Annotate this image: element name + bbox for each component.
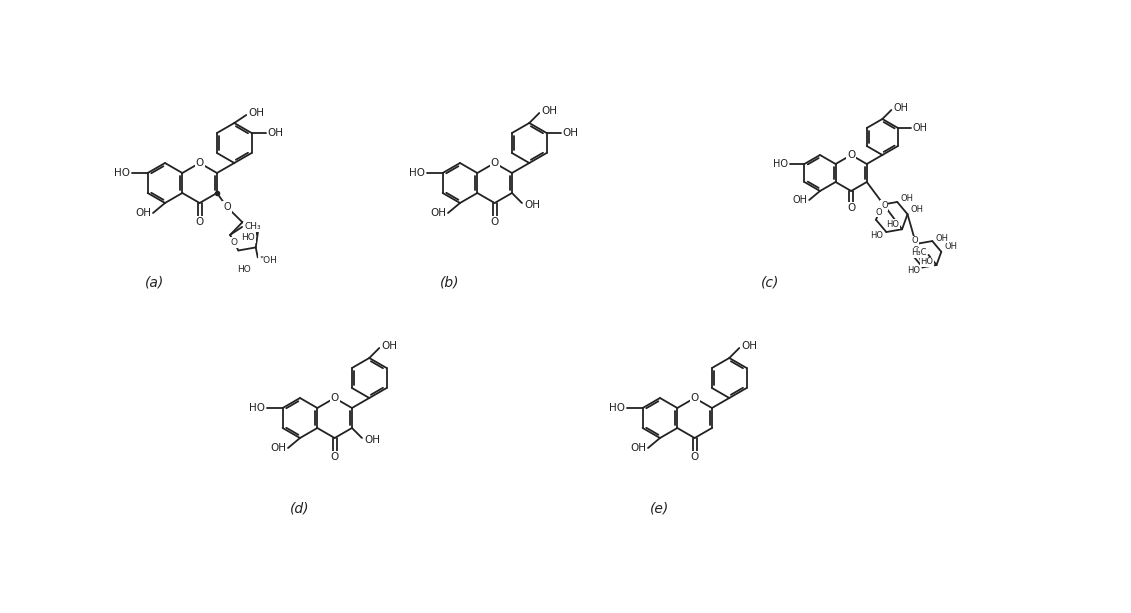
Text: OH: OH xyxy=(270,443,286,453)
Text: O: O xyxy=(875,208,882,217)
Text: HO: HO xyxy=(772,159,788,169)
Text: HO: HO xyxy=(408,168,424,178)
Text: OH: OH xyxy=(913,123,927,133)
Text: O: O xyxy=(196,158,204,168)
Text: OH: OH xyxy=(364,435,380,445)
Text: (e): (e) xyxy=(650,501,670,515)
Text: O: O xyxy=(847,150,855,160)
Text: OH: OH xyxy=(249,108,265,118)
Text: O: O xyxy=(847,204,855,213)
Text: O: O xyxy=(491,158,499,168)
Text: HO: HO xyxy=(886,219,899,229)
Text: (c): (c) xyxy=(761,276,779,290)
Text: HO: HO xyxy=(907,266,920,275)
Text: HO: HO xyxy=(921,257,933,267)
Text: OH: OH xyxy=(900,194,913,204)
Text: OH: OH xyxy=(910,205,924,214)
Text: OH: OH xyxy=(562,128,579,138)
Text: OH: OH xyxy=(381,341,397,351)
Text: HO: HO xyxy=(608,403,624,413)
Text: H₃C: H₃C xyxy=(912,248,926,257)
Text: O: O xyxy=(330,393,339,403)
Text: HO: HO xyxy=(870,230,883,240)
Text: OH: OH xyxy=(741,341,758,351)
Text: (d): (d) xyxy=(291,501,310,515)
Text: O: O xyxy=(691,393,699,403)
Text: CH₃: CH₃ xyxy=(244,223,261,232)
Text: OH: OH xyxy=(935,234,948,243)
Text: OH: OH xyxy=(944,242,957,251)
Text: OH: OH xyxy=(135,208,152,218)
Text: O: O xyxy=(913,246,920,254)
Text: OH: OH xyxy=(542,106,558,116)
Text: "OH: "OH xyxy=(259,256,277,265)
Text: (b): (b) xyxy=(440,276,459,290)
Text: O: O xyxy=(491,217,499,227)
Text: O: O xyxy=(330,452,339,462)
Text: HO: HO xyxy=(238,265,251,274)
Text: OH: OH xyxy=(524,200,539,210)
Text: HO: HO xyxy=(241,234,256,243)
Text: OH: OH xyxy=(430,208,446,218)
Text: O: O xyxy=(912,236,918,245)
Text: O: O xyxy=(223,202,231,212)
Text: OH: OH xyxy=(630,443,646,453)
Text: OH: OH xyxy=(792,195,808,205)
Text: O: O xyxy=(691,452,699,462)
Text: OH: OH xyxy=(268,128,284,138)
Text: HO: HO xyxy=(249,403,265,413)
Text: HO: HO xyxy=(114,168,130,178)
Text: O: O xyxy=(231,238,238,247)
Text: O: O xyxy=(196,217,204,227)
Text: OH: OH xyxy=(893,103,908,113)
Text: O: O xyxy=(881,201,888,210)
Text: (a): (a) xyxy=(146,276,165,290)
